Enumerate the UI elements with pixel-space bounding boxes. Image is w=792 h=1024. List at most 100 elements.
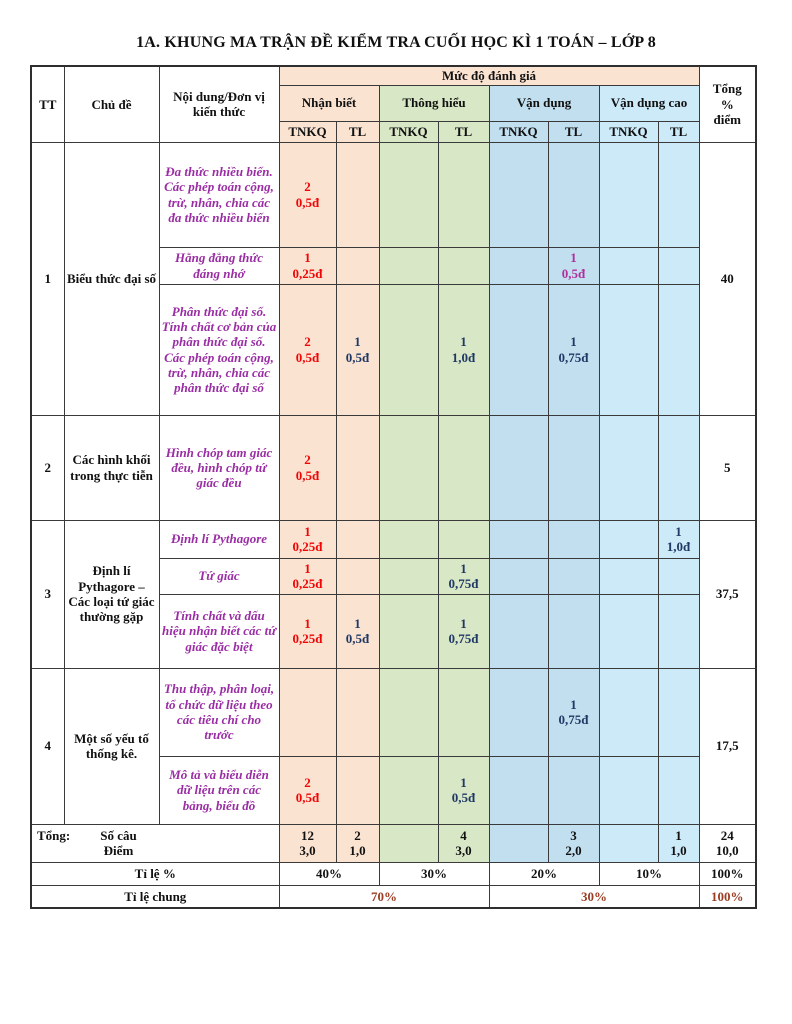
totals-nb-tl: 2 1,0	[335, 823, 380, 863]
score-th-tl: 1 0,75đ	[437, 593, 490, 669]
ti-le-thong-hieu: 30%	[378, 861, 490, 886]
header-thong-hieu: Thông hiểu	[378, 84, 490, 122]
score-th-tl	[437, 667, 490, 757]
tt-cell: 2	[30, 414, 65, 521]
header-van-dung: Vận dụng	[488, 84, 600, 122]
score-vdc-tl: 1 1,0đ	[657, 519, 700, 559]
topic-cell: Định lí Pythagore – Các loại tứ giác thư…	[63, 519, 160, 669]
score-vdc-tnkq	[598, 414, 659, 521]
header-vdc-tnkq: TNKQ	[598, 120, 659, 143]
score-vd-tnkq	[488, 667, 549, 757]
totals-vd-tnkq	[488, 823, 549, 863]
score-nb-tl	[335, 246, 380, 285]
content-cell: Phân thức đại số. Tính chất cơ bản của p…	[158, 283, 280, 416]
header-vd-tnkq: TNKQ	[488, 120, 549, 143]
score-vdc-tl	[657, 246, 700, 285]
score-vdc-tnkq	[598, 141, 659, 248]
score-th-tl	[437, 141, 490, 248]
group-total-cell: 17,5	[698, 667, 757, 825]
header-noi-dung: Nội dung/Đơn vị kiến thức	[158, 65, 280, 143]
score-th-tnkq	[378, 593, 439, 669]
content-cell: Thu thập, phân loại, tổ chức dữ liệu the…	[158, 667, 280, 757]
header-tong-diem: Tổng % điểm	[698, 65, 757, 143]
totals-label: Tổng:	[37, 827, 71, 843]
header-van-dung-cao: Vận dụng cao	[598, 84, 700, 122]
score-th-tnkq	[378, 557, 439, 595]
score-vd-tnkq	[488, 557, 549, 595]
score-nb-tnkq: 1 0,25đ	[278, 557, 337, 595]
score-nb-tnkq: 2 0,5đ	[278, 755, 337, 825]
score-vd-tl	[547, 414, 600, 521]
header-tt: TT	[30, 65, 65, 143]
ti-le-label: Tỉ lệ %	[30, 861, 280, 886]
content-cell: Mô tả và biểu diễn dữ liệu trên các bảng…	[158, 755, 280, 825]
topic-cell: Biểu thức đại số	[63, 141, 160, 416]
score-vd-tnkq	[488, 414, 549, 521]
score-vdc-tl	[657, 755, 700, 825]
ti-le-nhan-biet: 40%	[278, 861, 380, 886]
tt-cell: 3	[30, 519, 65, 669]
ti-le-van-dung: 20%	[488, 861, 600, 886]
content-cell: Hình chóp tam giác đều, hình chóp tứ giá…	[158, 414, 280, 521]
content-cell: Định lí Pythagore	[158, 519, 280, 559]
score-nb-tnkq: 1 0,25đ	[278, 519, 337, 559]
score-th-tl	[437, 519, 490, 559]
totals-vd-tl: 3 2,0	[547, 823, 600, 863]
header-nb-tnkq: TNKQ	[278, 120, 337, 143]
header-nhan-biet: Nhận biết	[278, 84, 380, 122]
ti-le-chung-70: 70%	[278, 884, 490, 909]
score-vdc-tl	[657, 557, 700, 595]
topic-cell: Một số yếu tố thống kê.	[63, 667, 160, 825]
header-muc-do-danh-gia: Mức độ đánh giá	[278, 65, 700, 86]
score-nb-tl	[335, 519, 380, 559]
ti-le-chung-30: 30%	[488, 884, 700, 909]
score-th-tnkq	[378, 755, 439, 825]
ti-le-van-dung-cao: 10%	[598, 861, 700, 886]
totals-diem: Điểm	[103, 843, 134, 858]
score-th-tl: 1 0,5đ	[437, 755, 490, 825]
score-vd-tnkq	[488, 593, 549, 669]
score-vdc-tl	[657, 141, 700, 248]
score-nb-tl	[335, 755, 380, 825]
score-nb-tnkq: 2 0,5đ	[278, 414, 337, 521]
score-vdc-tl	[657, 414, 700, 521]
score-th-tnkq	[378, 283, 439, 416]
page-title: 1A. KHUNG MA TRẬN ĐỀ KIỂM TRA CUỐI HỌC K…	[136, 34, 656, 51]
score-nb-tnkq	[278, 667, 337, 757]
tt-cell: 4	[30, 667, 65, 825]
score-nb-tnkq: 1 0,25đ	[278, 593, 337, 669]
score-vd-tnkq	[488, 246, 549, 285]
score-vdc-tnkq	[598, 283, 659, 416]
tt-cell: 1	[30, 141, 65, 416]
totals-label-cell: Tổng: Số câu Điểm	[30, 823, 280, 863]
score-vdc-tl	[657, 283, 700, 416]
score-th-tnkq	[378, 246, 439, 285]
content-cell: Hằng đẳng thức đáng nhớ	[158, 246, 280, 285]
ti-le-chung-total: 100%	[698, 884, 757, 909]
header-th-tnkq: TNKQ	[378, 120, 439, 143]
totals-vdc-tl: 1 1,0	[657, 823, 700, 863]
score-vdc-tl	[657, 593, 700, 669]
score-vd-tnkq	[488, 141, 549, 248]
score-th-tnkq	[378, 519, 439, 559]
totals-vdc-tnkq	[598, 823, 659, 863]
score-vd-tl	[547, 557, 600, 595]
score-vd-tl	[547, 755, 600, 825]
topic-cell: Các hình khối trong thực tiễn	[63, 414, 160, 521]
score-nb-tnkq: 1 0,25đ	[278, 246, 337, 285]
score-nb-tnkq: 2 0,5đ	[278, 141, 337, 248]
score-vdc-tnkq	[598, 593, 659, 669]
content-cell: Tứ giác	[158, 557, 280, 595]
score-nb-tl	[335, 667, 380, 757]
score-vdc-tl	[657, 667, 700, 757]
score-nb-tl: 1 0,5đ	[335, 283, 380, 416]
score-vd-tl	[547, 519, 600, 559]
content-cell: Tính chất và dấu hiệu nhận biết các tứ g…	[158, 593, 280, 669]
score-vd-tl: 1 0,75đ	[547, 283, 600, 416]
group-total-cell: 37,5	[698, 519, 757, 669]
score-vd-tnkq	[488, 755, 549, 825]
totals-nb-tnkq: 12 3,0	[278, 823, 337, 863]
header-chu-de: Chủ đề	[63, 65, 160, 143]
score-th-tnkq	[378, 414, 439, 521]
